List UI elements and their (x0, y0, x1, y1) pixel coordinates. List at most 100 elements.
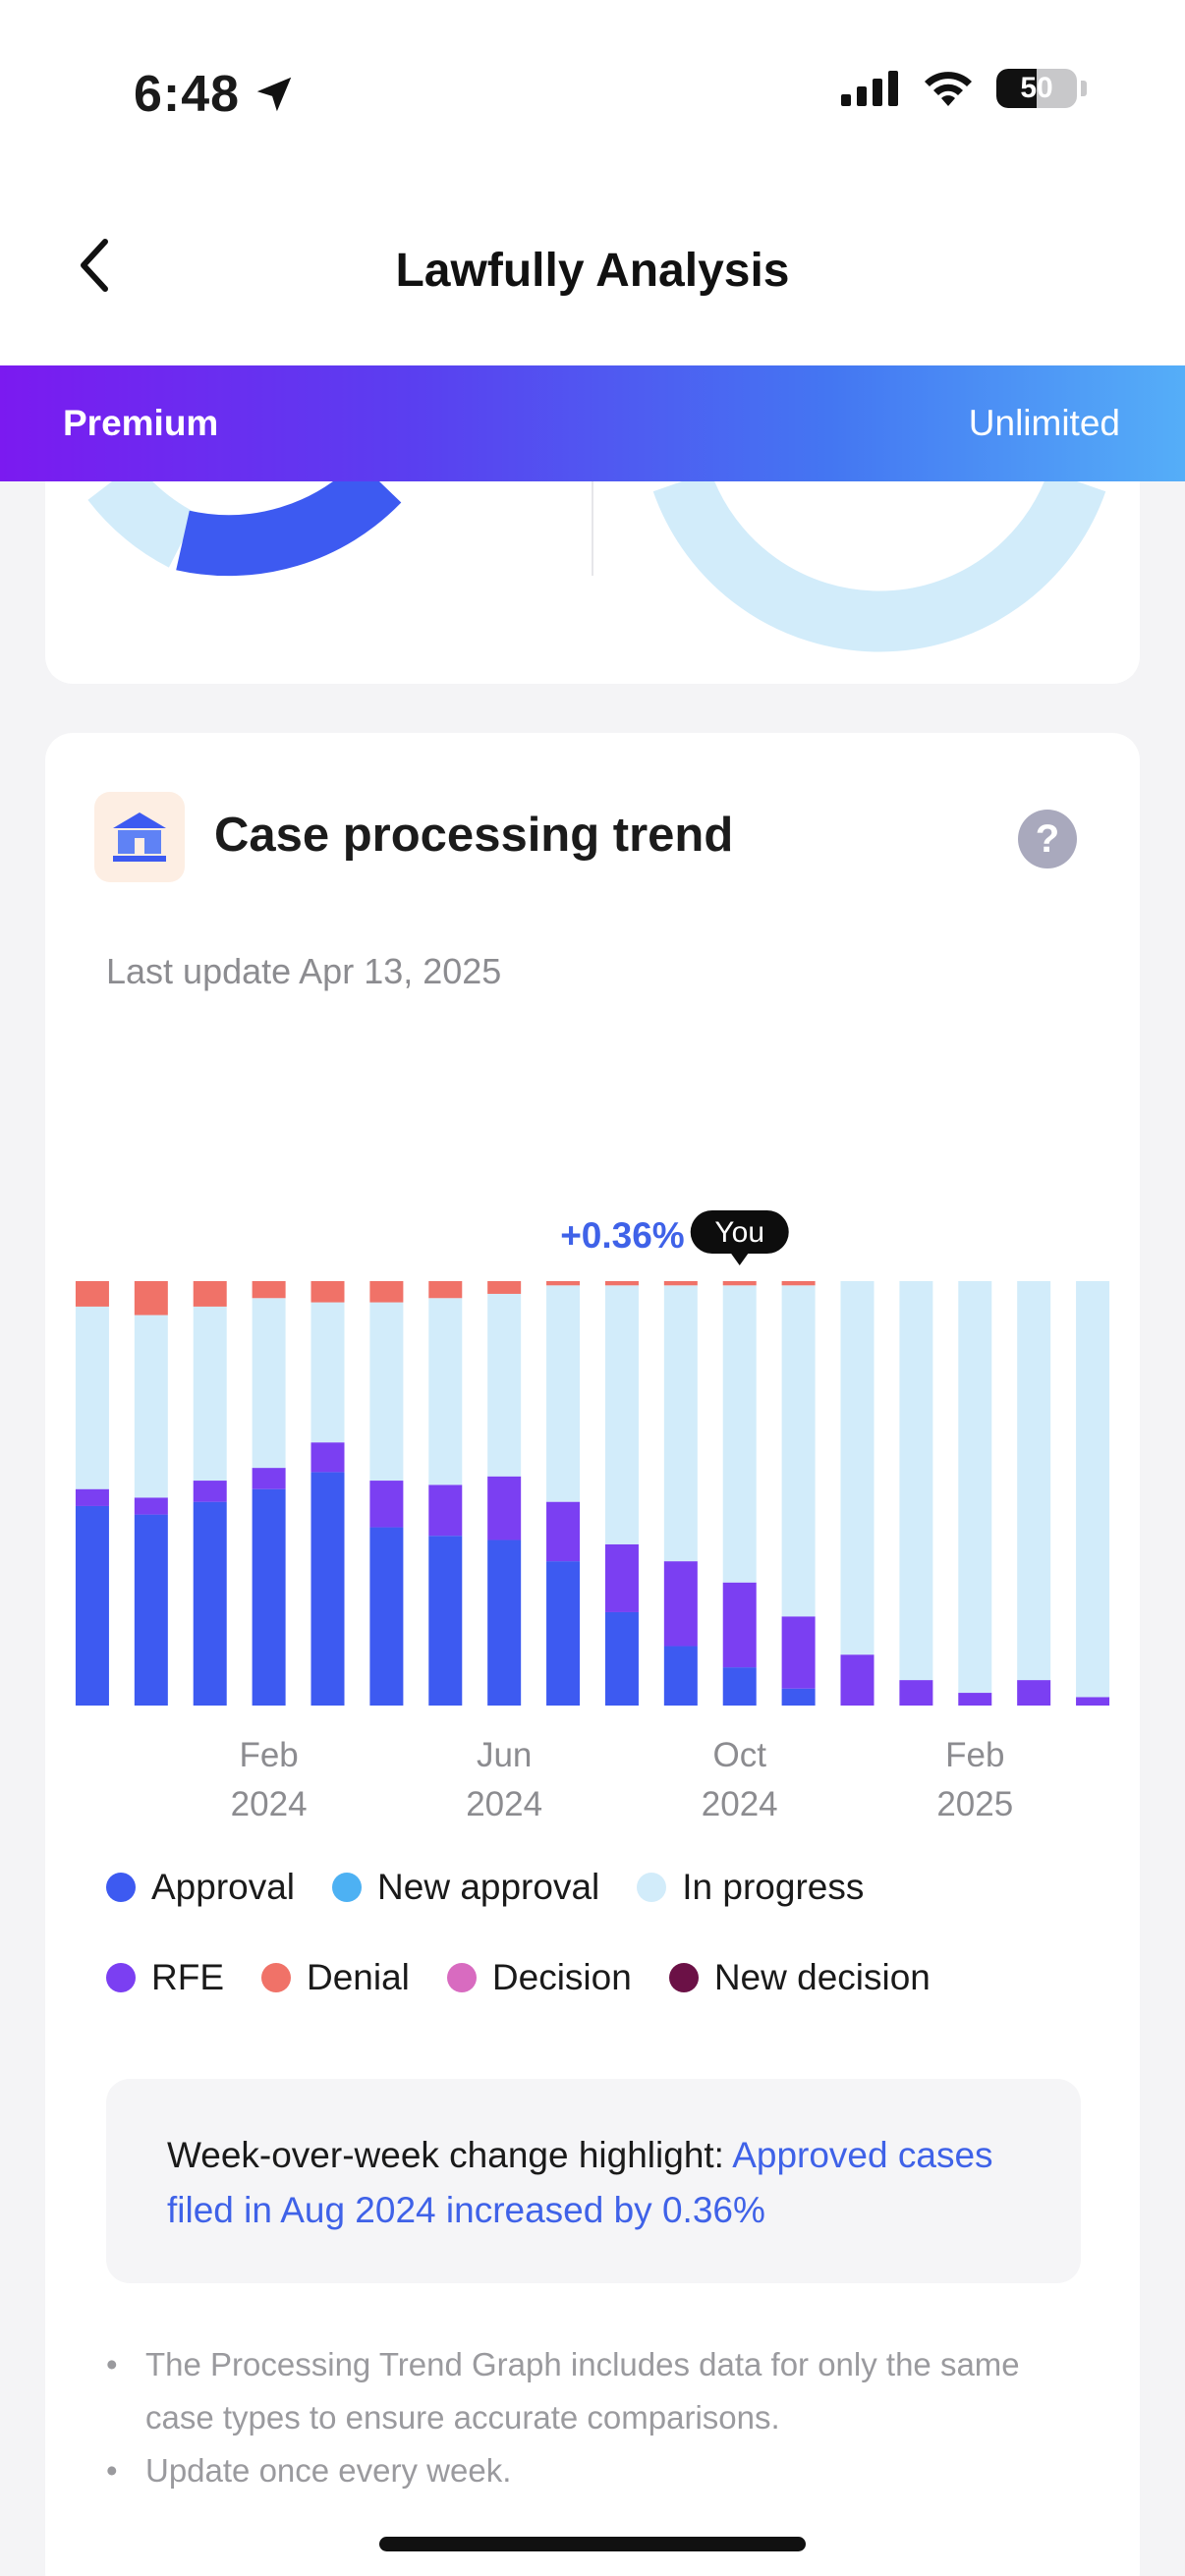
bar-segment-rfe (546, 1501, 581, 1562)
legend-dot (637, 1873, 667, 1902)
highlight-prefix: Week-over-week change highlight: (167, 2135, 733, 2175)
x-tick-year: 2024 (702, 1785, 778, 1823)
last-update-text: Last update Apr 13, 2025 (106, 951, 502, 991)
bar-column[interactable] (604, 1281, 639, 1706)
home-indicator (379, 2537, 806, 2551)
legend-label: Approval (151, 1867, 296, 1907)
premium-banner[interactable]: Premium Unlimited (0, 365, 1185, 481)
bar-column[interactable] (134, 1281, 168, 1706)
bar-column[interactable] (193, 1281, 227, 1706)
bar-segment-rfe (722, 1582, 757, 1668)
bar-column[interactable] (310, 1281, 345, 1706)
bar-column[interactable] (546, 1281, 581, 1706)
bar-segment-rfe (369, 1481, 404, 1528)
note-item: • The Processing Trend Graph includes dat… (106, 2338, 1089, 2444)
bar-segment-denial (487, 1281, 522, 1294)
bar-segment-denial (546, 1281, 581, 1286)
bar-segment-in-progress (899, 1281, 933, 1681)
bar-segment-in-progress (252, 1298, 286, 1469)
bar-segment-rfe (310, 1442, 345, 1473)
bar-segment-rfe (958, 1693, 992, 1706)
legend-dot (668, 1963, 699, 1992)
legend-label: Decision (491, 1957, 632, 1997)
bar-segment-denial (75, 1281, 109, 1307)
bar-segment-denial (134, 1281, 168, 1316)
bar-column[interactable] (428, 1281, 463, 1706)
bar-column[interactable] (487, 1281, 522, 1706)
bar-segment-in-progress (663, 1285, 698, 1562)
legend-row: Approval New approval In progress (106, 1867, 1089, 1908)
bar-segment-rfe (604, 1543, 639, 1612)
page-title: Lawfully Analysis (395, 245, 790, 297)
bar-segment-approval (252, 1488, 286, 1706)
donut-charts (87, 481, 1106, 652)
legend-item-new-decision: New decision (668, 1957, 931, 1998)
legend-label: New decision (713, 1957, 931, 1997)
question-icon: ? (1035, 816, 1060, 861)
bar-segment-in-progress (193, 1306, 227, 1482)
x-tick-month: Oct (712, 1736, 766, 1774)
bar-segment-in-progress (722, 1285, 757, 1583)
notes-list: • The Processing Trend Graph includes dat… (106, 2338, 1089, 2497)
chart-legend: Approval New approval In progress RFE Denial… (106, 1867, 1089, 2047)
bar-segment-in-progress (134, 1315, 168, 1498)
card-title: Case processing trend (214, 809, 734, 862)
bar-segment-denial (252, 1281, 286, 1299)
back-button[interactable] (59, 226, 128, 305)
help-button[interactable]: ? (1018, 810, 1077, 868)
x-tick-month: Feb (945, 1736, 1004, 1774)
bar-segment-in-progress (310, 1302, 345, 1443)
bar-column[interactable] (722, 1281, 757, 1706)
x-tick-month: Feb (239, 1736, 298, 1774)
chevron-left-icon (81, 239, 108, 292)
bar-column[interactable] (252, 1281, 286, 1706)
bar-segment-rfe (428, 1484, 463, 1537)
bullet-icon: • (106, 2452, 118, 2489)
bar-segment-denial (369, 1281, 404, 1303)
legend-label: New approval (377, 1867, 600, 1907)
bar-segment-rfe (134, 1497, 168, 1515)
bar-segment-approval (310, 1472, 345, 1706)
bar-column[interactable] (840, 1281, 875, 1706)
bar-segment-in-progress (604, 1285, 639, 1544)
bar-column[interactable] (781, 1281, 816, 1706)
bar-segment-in-progress (1076, 1281, 1110, 1698)
bar-column[interactable] (75, 1281, 109, 1706)
premium-value: Unlimited (968, 403, 1120, 443)
bar-segment-approval (428, 1536, 463, 1706)
legend-item-in-progress: In progress (637, 1867, 864, 1908)
premium-label: Premium (63, 403, 219, 443)
bar-segment-approval (193, 1501, 227, 1706)
bullet-icon: • (106, 2346, 118, 2382)
wifi-icon (925, 72, 972, 106)
legend-item-decision: Decision (446, 1957, 632, 1998)
bar-segment-approval (546, 1561, 581, 1706)
bar-segment-in-progress (781, 1285, 816, 1617)
bar-segment-denial (722, 1281, 757, 1286)
bar-segment-approval (487, 1540, 522, 1706)
highlight-text: Approved cases filed in Aug 2024 increas… (167, 2135, 993, 2230)
legend-label: Denial (307, 1957, 410, 1997)
battery-cap (1081, 81, 1087, 96)
bar-column[interactable] (958, 1281, 992, 1706)
bar-segment-rfe (193, 1481, 227, 1502)
you-marker-pill (690, 1210, 789, 1254)
change-callout: +0.36% (560, 1215, 685, 1256)
bar-segment-in-progress (487, 1293, 522, 1477)
bar-segment-rfe (487, 1476, 522, 1540)
bar-column[interactable] (369, 1281, 404, 1706)
bar-column[interactable] (1017, 1281, 1051, 1706)
bar-segment-approval (663, 1646, 698, 1706)
donut-chart-left (87, 481, 402, 577)
x-tick-year: 2024 (466, 1785, 542, 1823)
bar-column[interactable] (899, 1281, 933, 1706)
bar-segment-in-progress (428, 1298, 463, 1485)
bar-column[interactable] (663, 1281, 698, 1706)
bar-segment-rfe (840, 1654, 875, 1706)
legend-label: RFE (151, 1957, 224, 1997)
bar-column[interactable] (1076, 1281, 1110, 1706)
trend-chart: Feb 2024 Jun 2024 Oct 2024 Feb 2025 You +0.36% (45, 733, 1140, 1833)
case-processing-trend-card: Case processing trend ? Last update Apr … (45, 733, 1140, 2576)
bar-segment-rfe (1076, 1697, 1110, 1706)
bar-segment-rfe (1017, 1680, 1051, 1706)
